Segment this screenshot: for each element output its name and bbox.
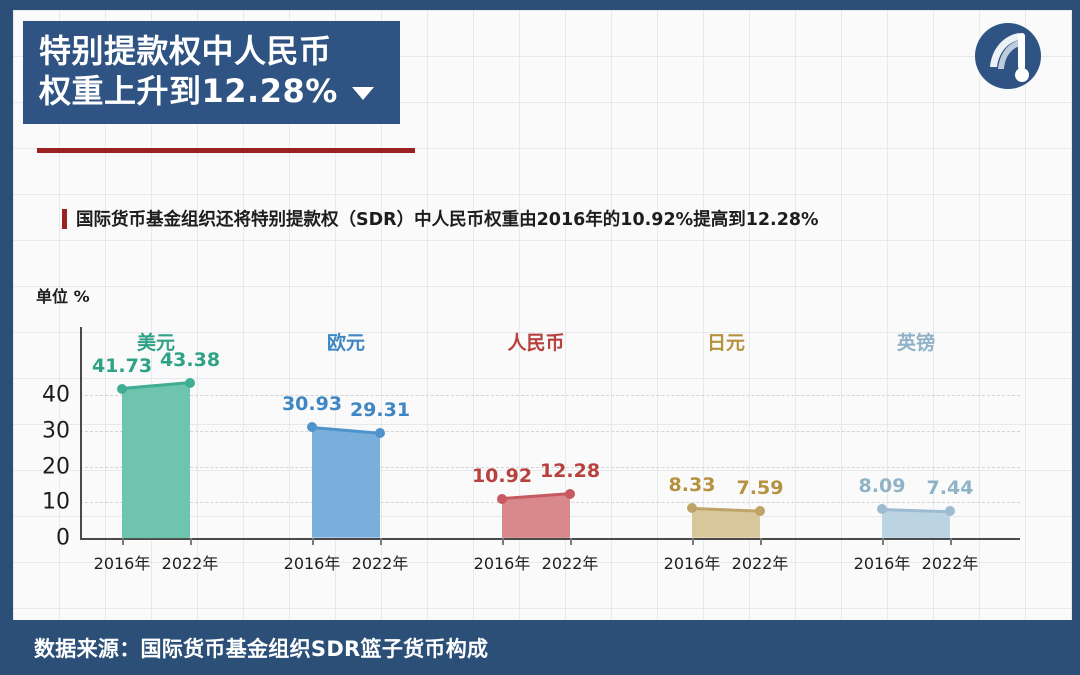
triangle-down-icon xyxy=(351,86,374,100)
x-axis-tick-mark xyxy=(502,538,504,545)
x-axis-tick-label: 2016年 xyxy=(93,554,151,573)
x-axis-tick-mark xyxy=(760,538,762,545)
y-axis-tick-label: 30 xyxy=(42,418,70,444)
value-label: 29.31 xyxy=(349,399,411,422)
value-label: 8.09 xyxy=(858,475,906,498)
group-label-1: 美元 xyxy=(136,332,176,354)
y-axis-line xyxy=(80,327,82,538)
area-fill-2 xyxy=(312,427,382,540)
x-axis-tick-label: 2022年 xyxy=(731,554,789,573)
x-axis-tick-mark xyxy=(692,538,694,545)
area-fill-5 xyxy=(882,509,952,540)
x-axis-tick-label: 2016年 xyxy=(853,554,911,573)
x-axis-tick-mark xyxy=(950,538,952,545)
value-label: 12.28 xyxy=(539,460,601,483)
x-axis-tick-mark xyxy=(882,538,884,545)
data-point-marker xyxy=(755,505,765,516)
source-text: 数据来源：国际货币基金组织SDR篮子货币构成 xyxy=(34,636,489,661)
x-axis-tick-label: 2016年 xyxy=(663,554,721,573)
grid-line xyxy=(80,430,1020,432)
group-label-4: 日元 xyxy=(706,332,746,354)
y-axis-tick-label: 40 xyxy=(42,382,70,408)
x-axis-tick-mark xyxy=(190,538,192,545)
value-label: 8.33 xyxy=(668,474,716,497)
page-title-line1: 特别提款权中人民币 xyxy=(39,32,332,70)
data-point-marker xyxy=(375,428,385,439)
subtitle-accent-tick xyxy=(62,208,67,229)
y-axis-tick-label: 0 xyxy=(56,525,70,551)
x-axis-tick-label: 2016年 xyxy=(473,554,531,573)
grid-line xyxy=(80,395,1020,396)
data-point-marker xyxy=(497,493,507,504)
data-point-marker xyxy=(185,377,195,388)
data-point-marker xyxy=(565,489,575,500)
wave-emblem-logo xyxy=(972,20,1044,92)
group-label-2: 欧元 xyxy=(326,332,366,354)
area-fill-1 xyxy=(122,382,192,540)
grid-line xyxy=(80,466,1020,468)
value-label: 43.38 xyxy=(159,348,221,371)
area-fill-3 xyxy=(502,494,572,540)
page-title-line2: 权重上升到12.28% xyxy=(39,72,338,111)
group-label-3: 人民币 xyxy=(507,332,565,354)
area-fill-4 xyxy=(692,508,762,540)
data-point-marker xyxy=(307,422,317,433)
title-banner: 特别提款权中人民币 权重上升到12.28% xyxy=(23,21,400,124)
value-label: 30.93 xyxy=(281,393,343,416)
x-axis-tick-label: 2022年 xyxy=(541,554,599,573)
title-underline-rule xyxy=(37,148,415,153)
x-axis-tick-mark xyxy=(570,538,572,545)
x-axis-line xyxy=(80,538,1020,540)
y-axis-tick-label: 20 xyxy=(42,454,70,479)
x-axis-tick-label: 2022年 xyxy=(161,554,219,573)
x-axis-tick-label: 2022年 xyxy=(351,554,409,573)
subtitle-row: 国际货币基金组织还将特别提款权（SDR）中人民币权重由2016年的10.92%提… xyxy=(62,206,819,231)
value-label: 41.73 xyxy=(91,354,153,377)
data-point-marker xyxy=(945,506,955,517)
value-label: 10.92 xyxy=(471,464,533,487)
chart-plot-area: 0 10 20 30 40 美元 41.73 2016年 43.38 2022年 欧元 30.93 20… xyxy=(42,327,1020,573)
data-point-marker xyxy=(877,504,887,515)
unit-label: 单位 % xyxy=(36,287,90,306)
x-axis-tick-label: 2022年 xyxy=(921,554,979,573)
source-footer: 数据来源：国际货币基金组织SDR篮子货币构成 xyxy=(0,620,1080,675)
group-label-5: 英镑 xyxy=(896,332,936,354)
value-label: 7.59 xyxy=(736,476,784,499)
x-axis-tick-mark xyxy=(380,538,382,545)
value-label: 7.44 xyxy=(926,477,974,500)
x-axis-tick-mark xyxy=(312,538,314,545)
x-axis-tick-label: 2016年 xyxy=(283,554,341,573)
data-point-marker xyxy=(687,503,697,514)
y-axis-tick-label: 10 xyxy=(42,489,70,515)
page-title-line2-row: 权重上升到12.28% xyxy=(39,71,374,111)
subtitle-text: 国际货币基金组织还将特别提款权（SDR）中人民币权重由2016年的10.92%提… xyxy=(76,210,819,230)
data-point-marker xyxy=(117,383,127,394)
x-axis-tick-mark xyxy=(122,538,124,545)
